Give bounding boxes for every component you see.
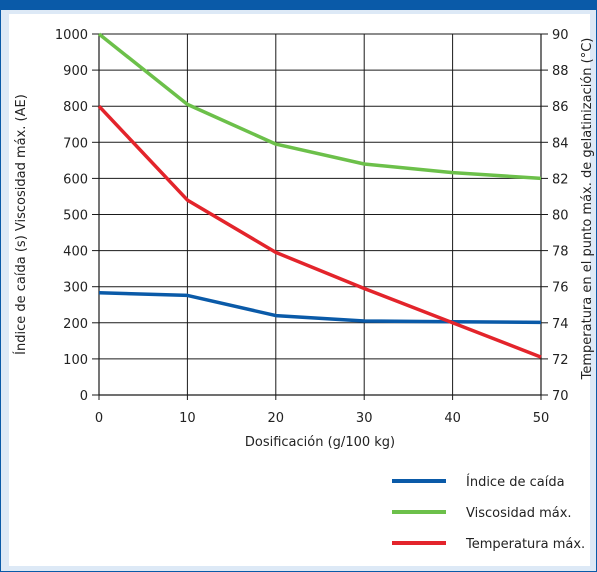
x-tick-label: 10 — [179, 411, 196, 426]
x-tick-label: 20 — [268, 411, 285, 426]
right-y-tick-label: 86 — [552, 100, 569, 115]
right-y-tick-label: 80 — [552, 209, 569, 224]
x-tick-label: 0 — [95, 411, 103, 426]
right-y-tick-label: 70 — [552, 389, 569, 404]
right-y-tick-label: 72 — [552, 353, 569, 368]
right-y-tick-label: 82 — [552, 172, 569, 187]
left-y-tick-label: 400 — [63, 245, 88, 260]
right-y-tick-label: 78 — [552, 245, 569, 260]
right-y-tick-label: 76 — [552, 281, 569, 296]
right-y-tick-label: 74 — [552, 317, 569, 332]
left-y-tick-label: 0 — [80, 389, 88, 404]
left-y-tick-label: 1000 — [55, 28, 88, 43]
legend-label-1: Índice de caída — [466, 474, 565, 490]
tick-labels: 0100200300400500600700800900100070727476… — [55, 28, 569, 426]
series-line-3 — [97, 105, 542, 359]
series-lines — [97, 32, 542, 359]
left-y-tick-label: 500 — [63, 209, 88, 224]
right-y-axis-title: Temperatura en el punto máx. de gelatini… — [580, 38, 595, 381]
left-y-tick-label: 900 — [63, 64, 88, 79]
left-y-tick-label: 300 — [63, 281, 88, 296]
x-axis-title: Dosificación (g/100 kg) — [245, 435, 395, 450]
series-line-1 — [98, 291, 542, 325]
header-bar — [1, 0, 597, 10]
legend-label-3: Temperatura máx. — [465, 537, 585, 552]
x-tick-label: 50 — [533, 411, 550, 426]
left-y-axis-title: Índice de caída (s) Viscosidad máx. (AE) — [13, 94, 29, 355]
x-tick-label: 30 — [356, 411, 373, 426]
right-y-tick-label: 90 — [552, 28, 569, 43]
series-line-2 — [97, 32, 542, 181]
right-y-tick-label: 88 — [552, 64, 569, 79]
left-y-tick-label: 200 — [63, 317, 88, 332]
legend: Índice de caída Viscosidad máx. Temperatur… — [392, 474, 585, 552]
left-y-tick-label: 100 — [63, 353, 88, 368]
left-y-tick-label: 600 — [63, 172, 88, 187]
x-tick-label: 40 — [444, 411, 461, 426]
left-y-tick-label: 800 — [63, 100, 88, 115]
left-y-tick-label: 700 — [63, 136, 88, 151]
legend-label-2: Viscosidad máx. — [466, 506, 572, 521]
right-y-tick-label: 84 — [552, 136, 569, 151]
